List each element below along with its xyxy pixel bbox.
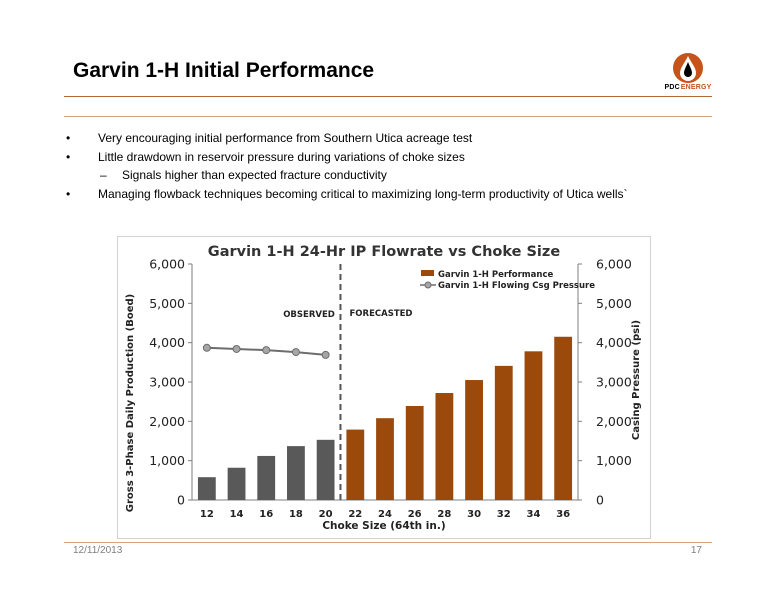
x-tick-label: 26	[408, 509, 422, 520]
sub-bullet-text: Signals higher than expected fracture co…	[122, 168, 387, 182]
bar-24	[376, 418, 394, 500]
y2-tick-label: 6,000	[596, 257, 632, 272]
x-axis-label: Choke Size (64th in.)	[322, 520, 445, 532]
observed-annotation: OBSERVED	[283, 310, 335, 320]
x-tick-label: 12	[200, 509, 214, 520]
pressure-point	[232, 344, 241, 353]
y-tick-label: 4,000	[149, 335, 185, 350]
bullet-text: Little drawdown in reservoir pressure du…	[98, 149, 465, 164]
bullet-item: • Managing flowback techniques becoming c…	[64, 185, 724, 204]
chart-frame: Garvin 1-H 24-Hr IP Flowrate vs Choke Si…	[117, 236, 651, 539]
x-tick-label: 16	[259, 509, 273, 520]
y-tick-label: 1,000	[149, 453, 185, 468]
y2-tick-label: 4,000	[596, 335, 632, 350]
bullet-item: • Very encouraging initial performance fr…	[64, 129, 724, 148]
x-tick-label: 22	[348, 509, 362, 520]
pressure-point	[321, 350, 330, 359]
y2-tick-label: 3,000	[596, 375, 632, 390]
bar-26	[405, 405, 424, 500]
x-tick-label: 24	[378, 509, 392, 520]
sub-bullet-marker: –	[100, 168, 107, 182]
sub-bullet-item: – Signals higher than expected fracture c…	[64, 166, 724, 185]
x-tick-label: 34	[527, 509, 541, 520]
logo-wordmark: PDC ENERGY	[664, 84, 712, 91]
y-tick-label: 6,000	[149, 257, 185, 272]
x-tick-label: 32	[497, 509, 511, 520]
bar-36	[554, 336, 573, 500]
footer-date: 12/11/2013	[73, 545, 123, 556]
pdc-energy-logo: PDC ENERGY	[660, 52, 716, 96]
pressure-point	[262, 346, 271, 355]
legend-label-pressure: Garvin 1-H Flowing Csg Pressure	[438, 281, 595, 291]
x-tick-label: 28	[437, 509, 451, 520]
forecasted-annotation: FORECASTED	[350, 309, 413, 319]
bar-34	[524, 351, 543, 500]
bar-28	[435, 393, 454, 500]
legend-marker-pressure	[424, 281, 432, 289]
bullet-text: Very encouraging initial performance fro…	[98, 131, 473, 145]
bullet-item: • Little drawdown in reservoir pressure d…	[64, 148, 724, 167]
y2-tick-label: 2,000	[596, 414, 632, 429]
x-tick-label: 36	[556, 509, 570, 520]
legend-label-performance: Garvin 1-H Performance	[438, 270, 553, 280]
bar-30	[465, 380, 483, 500]
pressure-point	[202, 343, 211, 352]
x-tick-label: 18	[289, 509, 303, 520]
plot-area: 0 1,000 2,000 3,000 4,000 5,000 6,000 0 1,000 2,0…	[149, 257, 632, 521]
y-tick-label: 3,000	[149, 375, 185, 390]
y2-tick-label: 0	[596, 493, 604, 508]
page-title: Garvin 1-H Initial Performance	[73, 59, 375, 82]
y2-axis-label: Casing Pressure (psi)	[631, 320, 642, 440]
footer-divider	[64, 542, 712, 543]
x-tick-label: 30	[467, 509, 481, 520]
flame-drop-icon	[673, 53, 703, 83]
bullet-list: • Very encouraging initial performance fr…	[64, 129, 724, 203]
title-divider-secondary	[64, 116, 712, 117]
bullet-marker: •	[66, 131, 71, 145]
y-tick-label: 2,000	[149, 414, 185, 429]
bar-22	[346, 429, 365, 500]
legend-swatch-performance	[421, 270, 434, 276]
bar-18	[287, 446, 305, 500]
pressure-point	[291, 348, 300, 357]
x-tick-label: 20	[319, 509, 333, 520]
bullet-text: Managing flowback techniques becoming cr…	[98, 186, 628, 201]
bullet-marker: •	[66, 186, 71, 201]
y-tick-label: 5,000	[149, 296, 185, 311]
bar-16	[257, 455, 276, 500]
y-axis-label: Gross 3-Phase Daily Production (Boed)	[125, 294, 136, 512]
flowrate-chart: Garvin 1-H 24-Hr IP Flowrate vs Choke Si…	[125, 244, 642, 532]
bar-12	[197, 477, 216, 500]
y-tick-label: 0	[177, 493, 185, 508]
bullet-marker: •	[66, 149, 71, 164]
chart-title: Garvin 1-H 24-Hr IP Flowrate vs Choke Si…	[208, 244, 561, 260]
x-tick-label: 14	[230, 509, 244, 520]
y2-tick-label: 5,000	[596, 296, 632, 311]
page-number: 17	[690, 545, 702, 556]
title-divider	[64, 96, 712, 97]
bar-20	[316, 439, 335, 500]
y2-tick-label: 1,000	[596, 453, 632, 468]
chart-legend: Garvin 1-H Performance Garvin 1-H Flowin…	[420, 270, 595, 291]
bar-14	[227, 467, 246, 500]
bar-32	[494, 365, 513, 500]
